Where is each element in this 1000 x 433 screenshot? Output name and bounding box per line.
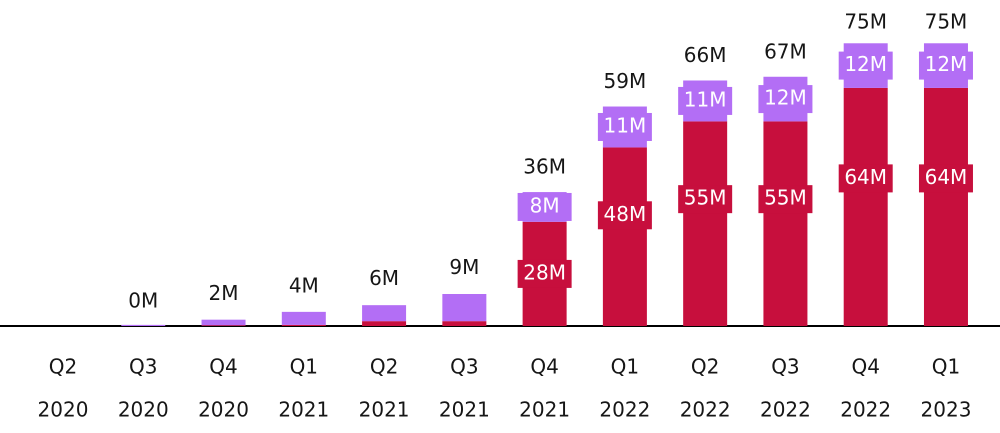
- segment-label: 28M: [523, 260, 566, 284]
- x-tick-label: 2022: [760, 398, 811, 422]
- total-label: 75M: [844, 10, 887, 34]
- segment-label: 12M: [764, 86, 807, 110]
- bar-segment: [281, 324, 326, 326]
- segment-label: 11M: [684, 87, 727, 111]
- bar-segment: [602, 147, 647, 326]
- segment-label: 11M: [604, 113, 647, 137]
- x-tick-label: Q4: [209, 355, 237, 379]
- bar-segment: [923, 87, 968, 326]
- segment-label: 64M: [925, 165, 968, 189]
- total-label: 75M: [925, 10, 968, 34]
- label-box: [838, 164, 893, 193]
- bar-segment: [843, 87, 888, 326]
- total-label: 4M: [289, 274, 319, 298]
- segment-label: 55M: [764, 186, 807, 210]
- x-tick-label: Q4: [530, 355, 558, 379]
- bar-segment: [362, 305, 407, 322]
- x-tick-label: 2020: [198, 398, 249, 422]
- total-label: 59M: [604, 69, 647, 93]
- label-box: [918, 51, 973, 80]
- total-label: 67M: [764, 39, 807, 63]
- bar-segment: [442, 321, 487, 326]
- x-tick-label: 2023: [921, 398, 972, 422]
- x-tick-label: 2021: [359, 398, 410, 422]
- label-box: [758, 185, 813, 214]
- x-tick-label: Q3: [129, 355, 157, 379]
- x-tick-label: Q2: [49, 355, 77, 379]
- label-box: [597, 112, 652, 141]
- x-tick-label: 2021: [439, 398, 490, 422]
- segment-label: 12M: [925, 52, 968, 76]
- x-tick-label: Q3: [450, 355, 478, 379]
- label-box: [597, 201, 652, 230]
- x-tick-label: 2022: [680, 398, 731, 422]
- bar-segment: [763, 121, 808, 327]
- x-tick-label: 2021: [519, 398, 570, 422]
- segment-label: 12M: [844, 52, 887, 76]
- x-tick-label: Q2: [691, 355, 719, 379]
- total-label: 36M: [523, 155, 566, 179]
- total-label: 0M: [128, 289, 158, 313]
- label-box: [838, 51, 893, 80]
- label-box: [758, 85, 813, 114]
- label-box: [678, 86, 733, 115]
- label-box: [517, 192, 572, 221]
- segment-label: 48M: [604, 202, 647, 226]
- bar-segment: [281, 311, 326, 325]
- x-tick-label: Q3: [771, 355, 799, 379]
- x-tick-label: Q2: [370, 355, 398, 379]
- x-tick-label: 2021: [278, 398, 329, 422]
- bar-segment: [362, 321, 407, 326]
- label-box: [517, 259, 572, 288]
- segment-label: 64M: [844, 165, 887, 189]
- x-tick-label: 2022: [840, 398, 891, 422]
- total-label: 6M: [369, 266, 399, 290]
- x-tick-label: 2020: [38, 398, 89, 422]
- bar-segment: [442, 294, 487, 322]
- bar-segment: [683, 121, 728, 327]
- bar-segment: [201, 319, 246, 326]
- x-tick-label: 2022: [599, 398, 650, 422]
- label-box: [918, 164, 973, 193]
- x-tick-label: 2020: [118, 398, 169, 422]
- total-label: 9M: [449, 255, 479, 279]
- x-tick-label: Q1: [290, 355, 318, 379]
- label-box: [678, 185, 733, 214]
- x-tick-label: Q1: [611, 355, 639, 379]
- x-tick-label: Q4: [851, 355, 879, 379]
- total-label: 2M: [209, 281, 239, 305]
- total-label: 66M: [684, 43, 727, 67]
- bar-segment: [121, 324, 166, 326]
- segment-label: 55M: [684, 186, 727, 210]
- x-tick-label: Q1: [932, 355, 960, 379]
- bar-segment: [201, 325, 246, 326]
- segment-label: 8M: [530, 193, 560, 217]
